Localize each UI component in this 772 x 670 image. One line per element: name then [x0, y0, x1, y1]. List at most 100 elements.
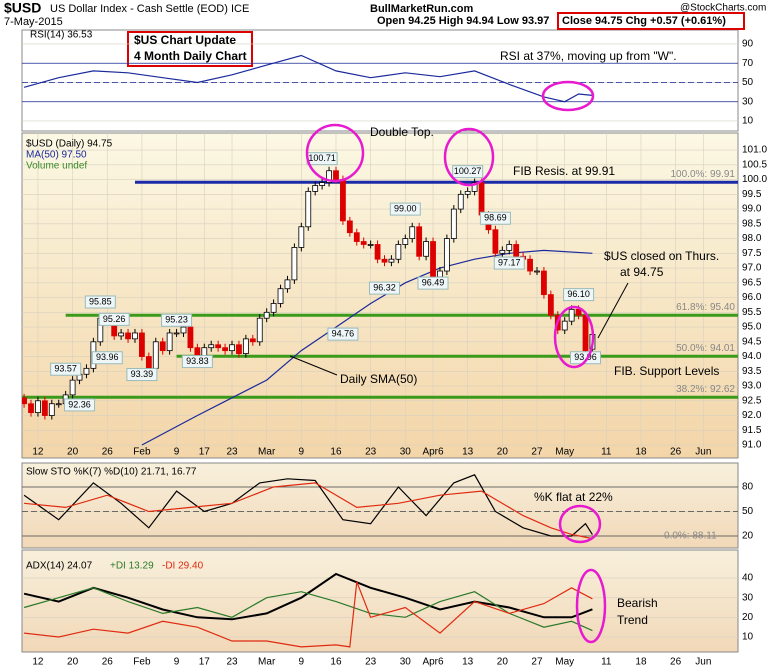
- annotation: Daily SMA(50): [340, 372, 417, 386]
- x-tick-label: 13: [462, 447, 474, 458]
- candle-body: [333, 170, 339, 180]
- candle-body: [437, 270, 443, 278]
- x-tick-label: Apr6: [422, 657, 444, 668]
- y-tick-label: 98.0: [742, 233, 762, 244]
- price-label-box: [479, 211, 511, 225]
- y-tick-label: 94.5: [742, 336, 762, 347]
- y-tick-label: 100.0: [742, 174, 767, 185]
- panel-layer: [22, 133, 738, 458]
- price-label-box: [161, 313, 193, 327]
- x-tick-label: 13: [462, 657, 474, 668]
- candle-body: [561, 320, 568, 331]
- x-tick-label: Apr6: [422, 447, 444, 458]
- annotation: Double Top.: [370, 125, 434, 139]
- series-line: [23, 587, 593, 632]
- candle-body: [409, 226, 416, 239]
- x-tick-label: 27: [531, 447, 543, 458]
- x-tick-label: 16: [330, 657, 342, 668]
- date: 7-May-2015: [4, 16, 63, 28]
- x-tick-label: 23: [365, 657, 377, 668]
- fib-label: 61.8%: 95.40: [676, 302, 735, 313]
- candle-body: [450, 208, 457, 239]
- candle-body: [547, 294, 554, 316]
- candle-body: [381, 258, 388, 263]
- price-label: 93.83: [186, 356, 209, 366]
- x-tick-label: Feb: [133, 657, 151, 668]
- candle-body: [28, 403, 34, 413]
- y-tick-label: 94.0: [742, 351, 762, 362]
- x-tick-label: May: [555, 657, 574, 668]
- candle-body: [180, 326, 187, 334]
- panel-layer: [22, 572, 738, 648]
- price-label-box: [181, 355, 213, 369]
- y-tick-label: 10: [742, 632, 754, 643]
- x-tick-label: 16: [330, 447, 342, 458]
- x-tick-label: Jun: [695, 447, 711, 458]
- annotation: $US closed on Thurs.: [604, 249, 719, 263]
- y-tick-label: 40: [742, 573, 754, 584]
- x-tick-label: 26: [102, 657, 114, 668]
- highlight-ring: [305, 123, 365, 183]
- candle-body: [55, 403, 62, 406]
- price-label: 96.10: [567, 289, 590, 299]
- candle-body: [284, 279, 291, 290]
- x-tick-label: 18: [635, 657, 647, 668]
- highlight-ring: [575, 568, 607, 644]
- price-label-box: [50, 362, 82, 376]
- highlight-ring: [443, 127, 495, 187]
- x-tick-label: 9: [299, 657, 305, 668]
- candle-body: [305, 190, 312, 228]
- y-tick-label: 99.5: [742, 189, 762, 200]
- candle-body: [478, 182, 485, 216]
- candle-body: [527, 258, 533, 272]
- price-label: 100.27: [454, 166, 482, 176]
- y-tick-label: 96.5: [742, 277, 762, 288]
- price-label: 95.23: [165, 315, 188, 325]
- y-tick-label: 92.5: [742, 395, 762, 406]
- candle-body: [388, 258, 395, 263]
- x-tick-label: 30: [400, 447, 412, 458]
- candle-body: [83, 367, 90, 375]
- fib-label: 50.0%: 94.01: [676, 343, 735, 354]
- candle-body: [360, 241, 367, 245]
- x-tick-label: 23: [226, 657, 238, 668]
- y-tick-label: 95.0: [742, 322, 762, 333]
- candle-body: [326, 170, 332, 183]
- candle-body: [242, 338, 249, 354]
- candle-body: [48, 403, 55, 416]
- x-tick-label: 20: [497, 447, 509, 458]
- legend-entry: ADX(14) 24.07: [26, 561, 93, 572]
- y-tick-label: 30: [742, 592, 754, 603]
- y-tick-label: 30: [742, 96, 754, 107]
- y-tick-label: 98.5: [742, 218, 762, 229]
- price-label: 94.76: [332, 329, 355, 339]
- x-tick-label: 17: [199, 657, 211, 668]
- site: BullMarketRun.com: [370, 3, 474, 15]
- price-label-box: [91, 351, 123, 365]
- legend-entry: MA(50) 97.50: [26, 150, 87, 161]
- price-label: 95.26: [103, 314, 126, 324]
- price-label-box: [452, 165, 484, 179]
- candle-body: [166, 332, 173, 352]
- candle-body: [367, 244, 374, 246]
- x-tick-label: 26: [670, 657, 682, 668]
- price-label-box: [98, 312, 130, 326]
- price-label: 95.85: [89, 296, 112, 306]
- candle-body: [159, 341, 166, 352]
- symbol: $USD: [4, 0, 41, 16]
- annotation: FIB. Support Levels: [614, 364, 719, 378]
- y-tick-label: 99.0: [742, 204, 762, 215]
- price-label-box: [417, 276, 449, 290]
- price-label: 93.96: [96, 352, 119, 362]
- candle-body: [353, 232, 360, 242]
- candle-body: [152, 341, 159, 369]
- y-tick-label: 20: [742, 531, 754, 542]
- candle-body: [575, 308, 582, 316]
- price-label-box: [389, 202, 421, 216]
- fib-label: 38.2%: 92.62: [676, 384, 735, 395]
- adx-panel: [21, 549, 739, 653]
- x-tick-label: 9: [174, 657, 180, 668]
- y-tick-label: 91.0: [742, 440, 762, 451]
- panel-layer: [22, 43, 738, 122]
- candle-body: [374, 244, 381, 260]
